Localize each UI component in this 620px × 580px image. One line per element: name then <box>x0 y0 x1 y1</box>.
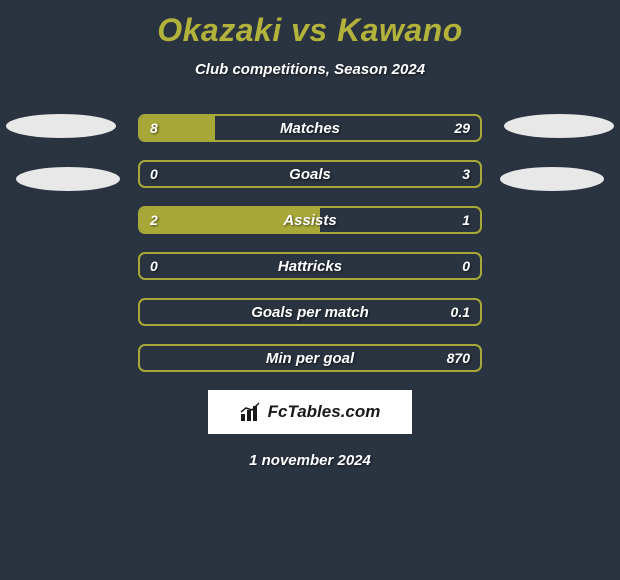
stat-label: Assists <box>140 208 480 232</box>
page-title: Okazaki vs Kawano <box>0 0 620 49</box>
stat-value-right: 0 <box>462 254 470 278</box>
chart-icon <box>240 402 262 422</box>
player-right-ellipse-1 <box>504 114 614 138</box>
stat-value-right: 1 <box>462 208 470 232</box>
stat-row: Goals per match0.1 <box>138 298 482 326</box>
player-left-ellipse-1 <box>6 114 116 138</box>
stat-label: Matches <box>140 116 480 140</box>
player-left-ellipse-2 <box>16 167 120 191</box>
player-right-ellipse-2 <box>500 167 604 191</box>
comparison-area: 8Matches290Goals32Assists10Hattricks0Goa… <box>0 114 620 372</box>
stat-row: 0Hattricks0 <box>138 252 482 280</box>
stat-label: Hattricks <box>140 254 480 278</box>
site-badge-text: FcTables.com <box>268 402 381 422</box>
stat-row: 8Matches29 <box>138 114 482 142</box>
stat-bars: 8Matches290Goals32Assists10Hattricks0Goa… <box>138 114 482 372</box>
date-text: 1 november 2024 <box>0 452 620 469</box>
stat-value-right: 0.1 <box>451 300 470 324</box>
stat-label: Min per goal <box>140 346 480 370</box>
stat-value-right: 870 <box>447 346 470 370</box>
stat-row: 0Goals3 <box>138 160 482 188</box>
site-badge: FcTables.com <box>208 390 412 434</box>
stat-row: Min per goal870 <box>138 344 482 372</box>
stat-value-right: 3 <box>462 162 470 186</box>
stat-label: Goals per match <box>140 300 480 324</box>
stat-value-right: 29 <box>454 116 470 140</box>
subtitle: Club competitions, Season 2024 <box>0 61 620 78</box>
stat-label: Goals <box>140 162 480 186</box>
stat-row: 2Assists1 <box>138 206 482 234</box>
